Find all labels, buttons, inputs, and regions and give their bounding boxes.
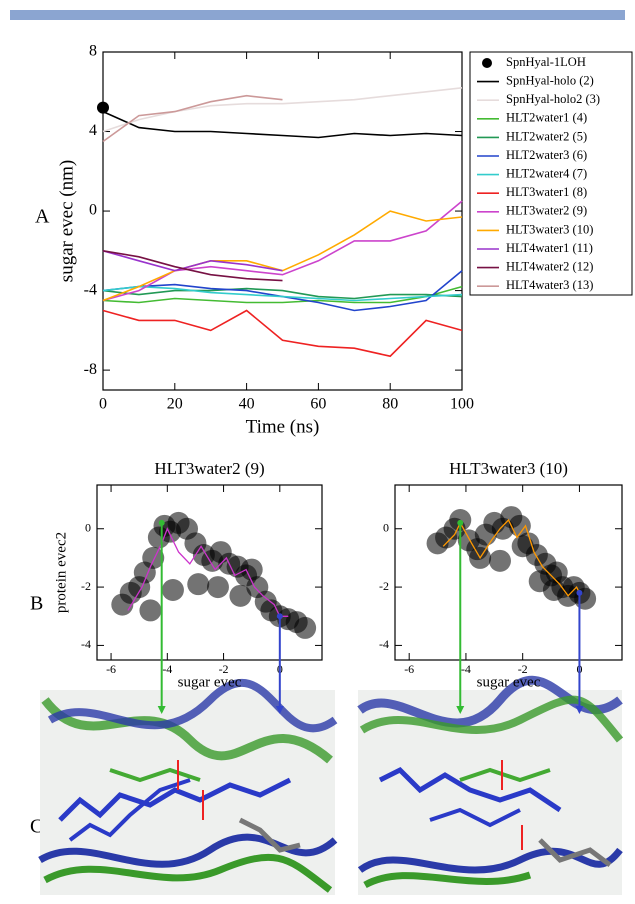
legend-label: HLT4water2 (12): [506, 259, 593, 273]
density-point: [161, 579, 184, 601]
plot-frame: [102, 51, 463, 391]
data-point: [97, 101, 109, 114]
y-tick-label: 0: [383, 521, 389, 535]
structure-image: [38, 679, 338, 895]
x-tick-label: -4: [162, 662, 172, 676]
density-point: [542, 579, 565, 601]
x-axis-label: Time (ns): [246, 416, 320, 437]
legend-label: HLT2water4 (7): [506, 166, 587, 180]
legend-label: HLT3water2 (9): [506, 204, 587, 218]
legend-label: HLT2water2 (5): [506, 129, 587, 143]
panel-label: B: [30, 593, 43, 615]
plot-frame: [96, 484, 323, 661]
connector-point: [457, 519, 464, 526]
y-tick-label: -4: [84, 281, 97, 298]
legend-label: SpnHyal-holo (2): [506, 73, 594, 87]
x-tick-label: 0: [99, 396, 107, 413]
x-tick-label: 80: [382, 396, 398, 413]
x-tick-label: 60: [310, 396, 326, 413]
plot-frame: [394, 484, 623, 661]
density-point: [511, 535, 534, 558]
legend-label: SpnHyal-1LOH: [506, 55, 586, 69]
data-line: [102, 250, 283, 282]
data-line: [102, 110, 463, 139]
connector-arrow: [575, 706, 584, 714]
legend-label: HLT2water1 (4): [506, 111, 587, 125]
x-tick-label: -6: [106, 662, 116, 676]
density-point: [139, 599, 162, 622]
x-tick-label: -6: [404, 662, 414, 676]
legend-label: HLT3water1 (8): [506, 185, 587, 199]
connector-arrow: [157, 706, 166, 714]
connector-arrow: [275, 706, 284, 714]
legend-label: HLT4water3 (13): [506, 278, 593, 292]
data-line: [102, 285, 463, 302]
data-line: [102, 250, 283, 272]
legend-label: HLT3water3 (10): [506, 222, 593, 236]
density-point: [488, 549, 511, 572]
data-line: [102, 94, 283, 143]
legend-symbol: [482, 58, 492, 68]
density-point: [294, 616, 317, 639]
x-axis-label: sugar evec: [178, 674, 242, 690]
connector-point: [276, 613, 283, 620]
legend-label: HLT2water3 (6): [506, 148, 587, 162]
y-tick-label: 4: [89, 122, 97, 139]
y-tick-label: -8: [84, 361, 97, 378]
x-axis-label: sugar evec: [477, 674, 541, 690]
x-tick-label: 40: [239, 396, 255, 413]
y-axis-label: sugar evec (nm): [56, 160, 77, 282]
x-tick-label: 20: [167, 396, 183, 413]
density-point: [142, 546, 165, 569]
y-tick-label: 0: [85, 521, 91, 535]
panel-label: A: [35, 206, 50, 228]
y-tick-label: 0: [89, 202, 97, 219]
y-axis-label: protein evec2: [53, 532, 69, 613]
density-point: [206, 576, 229, 599]
density-point: [240, 558, 263, 581]
structure-image: [357, 675, 624, 895]
data-line: [102, 287, 463, 300]
header-bar: [10, 10, 625, 20]
y-tick-label: -4: [379, 637, 389, 651]
x-tick-label: -2: [219, 662, 229, 676]
trajectory-line: [442, 518, 580, 597]
chart-title: HLT3water2 (9): [154, 459, 264, 478]
connector-arrow: [456, 706, 465, 714]
legend-label: SpnHyal-holo2 (3): [506, 92, 600, 106]
x-tick-label: -2: [518, 662, 528, 676]
legend-frame: [469, 51, 633, 296]
connector-point: [158, 519, 165, 526]
connector-point: [576, 589, 583, 596]
data-line: [102, 87, 463, 133]
data-line: [102, 200, 463, 302]
x-tick-label: -4: [461, 662, 471, 676]
density-point: [229, 584, 252, 607]
legend-label: HLT4water1 (11): [506, 241, 593, 255]
y-tick-label: 8: [89, 43, 97, 60]
data-line: [102, 309, 463, 358]
trajectory-line: [127, 527, 289, 617]
y-tick-label: -2: [379, 579, 389, 593]
y-tick-label: -2: [81, 579, 91, 593]
data-line: [102, 285, 463, 304]
chart-title: HLT3water3 (10): [449, 459, 568, 478]
y-tick-label: -4: [81, 637, 91, 651]
density-point: [187, 573, 210, 596]
x-tick-label: 100: [450, 396, 474, 413]
